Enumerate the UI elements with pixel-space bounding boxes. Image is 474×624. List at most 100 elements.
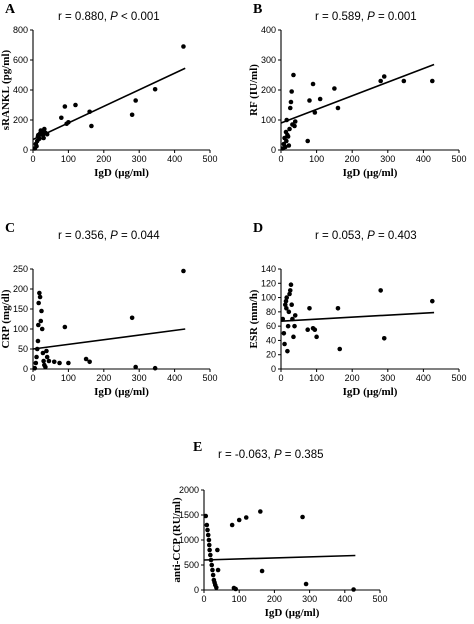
x-tick-label: 500 (372, 594, 387, 604)
data-point (87, 109, 92, 115)
data-point (381, 74, 387, 79)
y-tick-label: 400 (261, 25, 276, 35)
data-point (351, 587, 356, 592)
y-axis-title: sRANKL (pg/ml) (0, 49, 12, 130)
x-tick-label: 0 (278, 154, 283, 164)
stat-r: r = 0.053, (315, 230, 367, 242)
x-tick-label: 100 (61, 373, 76, 383)
data-point (34, 354, 39, 360)
data-point (291, 72, 296, 78)
x-tick-label: 500 (202, 373, 217, 383)
panel-letter: B (253, 2, 262, 17)
x-tick-label: 300 (132, 154, 147, 164)
x-tick-label: 0 (201, 594, 206, 604)
correlation-stat: r = -0.063, P = 0.385 (218, 449, 324, 461)
data-point (401, 78, 407, 84)
data-point (33, 360, 39, 366)
x-tick-label: 200 (96, 373, 111, 383)
y-axis-title: RF (IU/ml) (248, 64, 260, 116)
y-axis-title: ESR (mm/h) (248, 289, 260, 348)
stat-p-value: = 0.044 (118, 230, 160, 242)
regression-line (280, 311, 435, 322)
stat-r: r = 0.880, (58, 11, 110, 23)
data-point (40, 350, 46, 356)
data-point (292, 313, 298, 318)
data-point (378, 288, 383, 293)
data-point (46, 358, 52, 364)
x-tick-label: 300 (380, 154, 395, 164)
stat-r: r = 0.356, (58, 230, 110, 242)
data-point (210, 567, 215, 573)
stat-p-value: < 0.001 (118, 11, 160, 23)
y-tick-label: 0 (23, 364, 28, 374)
x-tick-label: 100 (309, 154, 324, 164)
regression-line (280, 63, 435, 124)
data-point (51, 359, 57, 365)
y-tick-label: 100 (261, 293, 276, 303)
y-tick-label: 200 (13, 115, 28, 125)
y-tick-label: 150 (13, 304, 28, 314)
panel-letter: A (5, 2, 16, 17)
data-point (335, 305, 341, 311)
y-tick-label: 50 (18, 344, 28, 354)
data-point (335, 105, 341, 111)
data-point (181, 44, 186, 49)
x-tick-label: 300 (380, 373, 395, 383)
data-point (210, 572, 216, 578)
x-axis-title: IgD (μg/ml) (94, 167, 149, 179)
data-point (206, 542, 212, 548)
data-point (259, 568, 265, 574)
data-point (282, 302, 288, 308)
data-point (314, 334, 319, 340)
data-point (307, 305, 312, 311)
data-point (205, 527, 210, 533)
data-point (206, 537, 212, 543)
data-point (66, 119, 71, 125)
data-point (233, 586, 238, 592)
stat-p-value: = 0.385 (282, 449, 324, 461)
data-point (310, 81, 316, 87)
data-point (39, 308, 44, 314)
stat-r: r = -0.063, (218, 449, 274, 461)
y-tick-label: 200 (13, 284, 28, 294)
x-tick-label: 0 (30, 373, 35, 383)
x-tick-label: 400 (337, 594, 352, 604)
data-point (332, 86, 337, 91)
panel-letter: E (193, 440, 202, 455)
x-tick-label: 100 (61, 154, 76, 164)
data-point (133, 98, 138, 103)
data-point (286, 143, 292, 148)
data-point (34, 346, 40, 352)
data-point (209, 562, 215, 568)
x-tick-label: 500 (451, 373, 466, 383)
y-tick-label: 600 (13, 55, 28, 65)
data-point (288, 99, 294, 105)
data-point (62, 104, 68, 109)
data-point (208, 552, 213, 558)
regression-line (203, 554, 356, 561)
data-point (337, 346, 343, 352)
data-point (203, 513, 209, 519)
stat-p-label: P (367, 230, 375, 242)
y-tick-label: 0 (194, 585, 199, 595)
data-point (282, 144, 288, 150)
data-point (44, 131, 50, 137)
data-point (292, 323, 297, 329)
x-axis-title: IgD (μg/ml) (94, 386, 149, 398)
data-point (305, 327, 311, 333)
data-point (129, 315, 135, 321)
data-point (292, 123, 297, 129)
y-tick-label: 250 (13, 264, 28, 274)
data-point (430, 298, 435, 304)
data-point (229, 522, 235, 528)
data-point (282, 341, 287, 347)
y-tick-label: 0 (271, 145, 276, 155)
x-axis-title: IgD (μg/ml) (265, 607, 320, 619)
data-point (312, 110, 318, 115)
y-tick-label: 0 (23, 145, 28, 155)
data-point (287, 105, 293, 111)
data-point (207, 547, 212, 553)
